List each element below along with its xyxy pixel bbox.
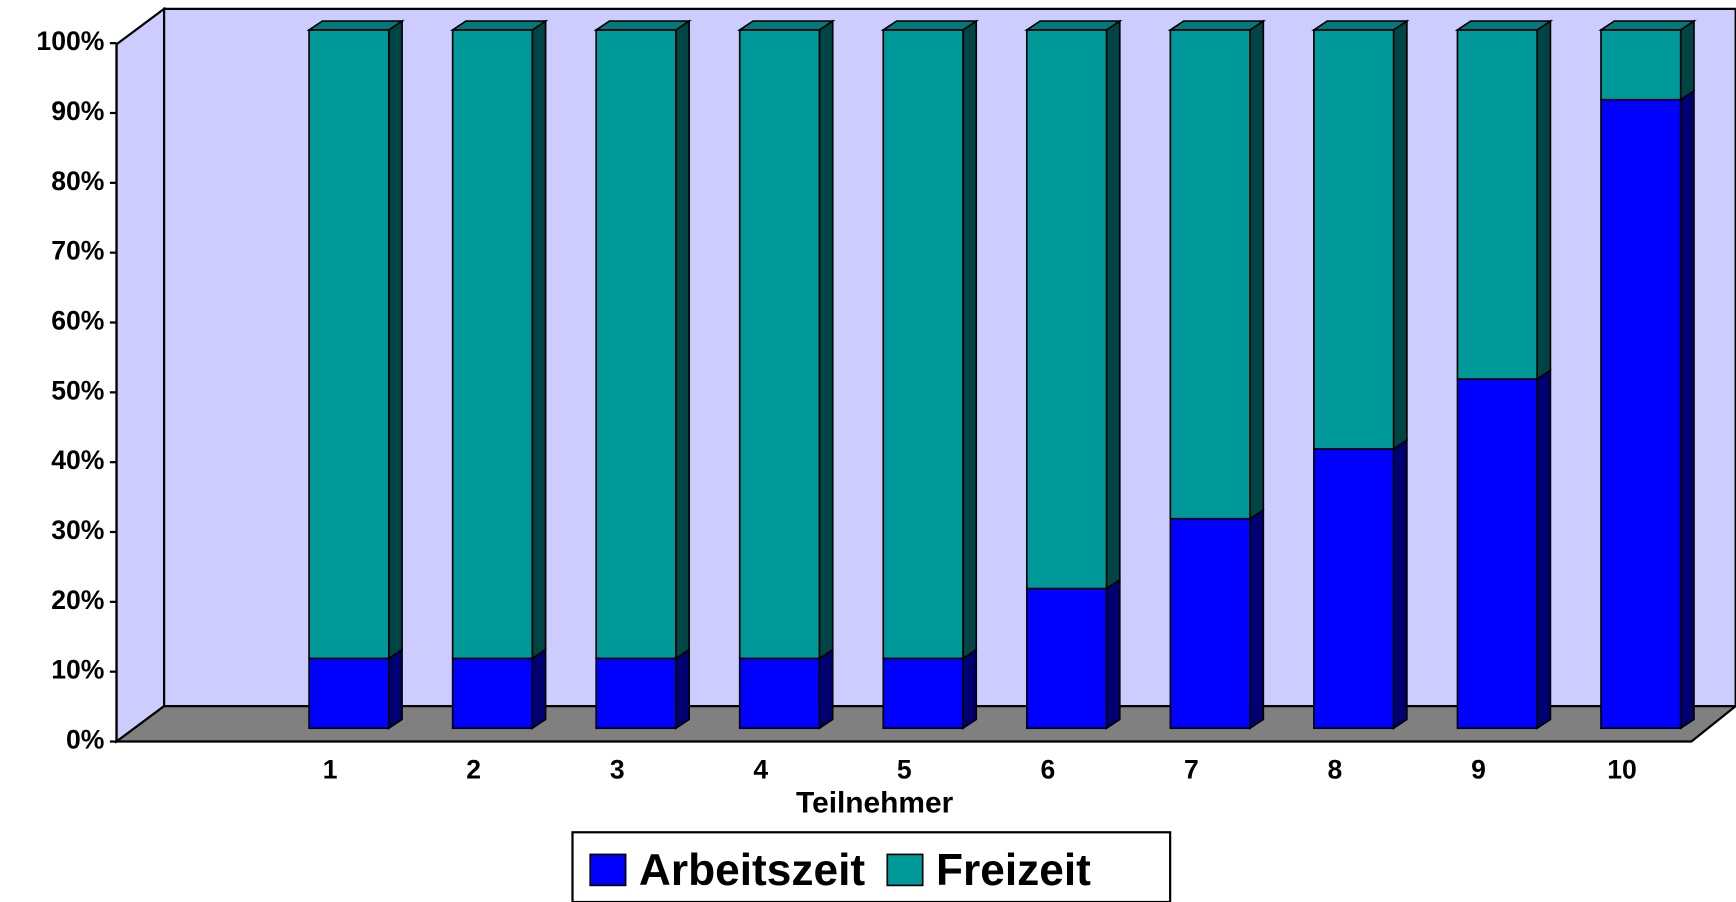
bar-front bbox=[1169, 517, 1251, 730]
legend bbox=[571, 831, 1172, 902]
bar-side bbox=[387, 19, 403, 660]
bar-front bbox=[1313, 448, 1395, 730]
bar-top bbox=[880, 20, 979, 31]
bar-top bbox=[306, 20, 405, 31]
bar-front bbox=[1456, 29, 1538, 380]
y-tick-label: 40% bbox=[51, 445, 104, 475]
x-axis-label: Teilnehmer bbox=[796, 786, 954, 819]
bar bbox=[308, 647, 403, 730]
bar-side bbox=[962, 19, 978, 660]
legend-swatch bbox=[886, 853, 924, 887]
bar-side bbox=[531, 647, 547, 730]
bar-front bbox=[451, 29, 534, 660]
bar-front bbox=[1600, 29, 1682, 101]
bar-top bbox=[1598, 20, 1697, 31]
bar-front bbox=[595, 29, 677, 660]
x-tick-label: 4 bbox=[753, 754, 768, 784]
bar-side bbox=[675, 647, 690, 730]
bar-top bbox=[1167, 20, 1267, 31]
bar-side bbox=[1536, 368, 1552, 730]
bar-front bbox=[1600, 98, 1682, 730]
y-tick-label: 50% bbox=[51, 375, 104, 405]
y-tick-label: 60% bbox=[51, 306, 104, 336]
bar-side bbox=[387, 647, 403, 730]
bar bbox=[738, 647, 834, 730]
bar bbox=[306, 19, 405, 660]
bar bbox=[1167, 19, 1267, 521]
bar bbox=[593, 19, 692, 660]
x-tick-label: 1 bbox=[323, 754, 338, 784]
bar-side bbox=[818, 647, 834, 730]
x-tick-label: 10 bbox=[1607, 754, 1637, 784]
y-tick-label: 10% bbox=[51, 655, 104, 685]
legend-label: Freizeit bbox=[936, 846, 1091, 895]
bar bbox=[1311, 19, 1410, 451]
bar bbox=[1598, 19, 1697, 102]
bar-top bbox=[1024, 20, 1123, 31]
y-tick-label: 20% bbox=[51, 585, 104, 615]
bar bbox=[1313, 438, 1408, 730]
x-tick-label: 2 bbox=[466, 754, 481, 784]
bar-front bbox=[738, 657, 821, 730]
bar-top bbox=[449, 20, 549, 31]
bar-front bbox=[595, 657, 677, 730]
bar-front bbox=[1456, 378, 1538, 730]
x-tick-label: 5 bbox=[897, 754, 912, 784]
bar-side bbox=[1392, 19, 1408, 451]
bar bbox=[449, 19, 549, 660]
bar-side bbox=[1679, 19, 1695, 102]
bar bbox=[451, 647, 547, 730]
bar-side bbox=[818, 19, 834, 660]
bar-side bbox=[1536, 19, 1552, 381]
bar-top bbox=[1311, 20, 1410, 31]
bar-top bbox=[593, 20, 692, 31]
x-tick-label: 9 bbox=[1471, 754, 1486, 784]
bar-side bbox=[531, 19, 547, 660]
bar bbox=[1456, 368, 1552, 730]
bar bbox=[1600, 89, 1695, 730]
bar bbox=[1454, 19, 1554, 381]
bar-top bbox=[736, 20, 836, 31]
bar-front bbox=[308, 29, 390, 660]
x-tick-label: 6 bbox=[1040, 754, 1055, 784]
bar-front bbox=[451, 657, 534, 730]
x-tick-label: 3 bbox=[610, 754, 625, 784]
side-wall bbox=[115, 6, 166, 744]
y-tick-label: 90% bbox=[51, 96, 104, 126]
legend-label: Arbeitszeit bbox=[639, 846, 865, 895]
bar-side bbox=[675, 19, 690, 660]
bar-front bbox=[738, 29, 821, 660]
bar bbox=[1024, 19, 1123, 591]
y-tick-label: 0% bbox=[66, 725, 104, 755]
x-tick-label: 7 bbox=[1184, 754, 1199, 784]
bar-side bbox=[962, 647, 978, 730]
bar-front bbox=[1169, 29, 1251, 520]
bar-side bbox=[1105, 19, 1121, 591]
bar-front bbox=[1025, 29, 1108, 590]
bar-side bbox=[1105, 578, 1121, 730]
bar bbox=[736, 19, 836, 660]
bar-side bbox=[1679, 89, 1695, 730]
bar-side bbox=[1392, 438, 1408, 730]
bar bbox=[880, 19, 979, 660]
bar-side bbox=[1249, 508, 1265, 730]
bar bbox=[595, 647, 690, 730]
legend-swatch bbox=[589, 853, 627, 887]
y-tick-label: 30% bbox=[51, 515, 104, 545]
y-tick-label: 70% bbox=[51, 236, 104, 266]
bar-top bbox=[1454, 20, 1554, 31]
bar bbox=[882, 647, 978, 730]
bar-side bbox=[1249, 19, 1265, 521]
y-tick-label: 80% bbox=[51, 166, 104, 196]
bar-front bbox=[1025, 587, 1108, 730]
bar-front bbox=[1313, 29, 1395, 450]
x-tick-label: 8 bbox=[1328, 754, 1343, 784]
bar bbox=[1169, 508, 1265, 730]
bar-front bbox=[882, 29, 964, 660]
y-tick-label: 100% bbox=[36, 26, 104, 56]
bar bbox=[1025, 578, 1121, 730]
bar-front bbox=[882, 657, 964, 730]
bar-front bbox=[308, 657, 390, 730]
